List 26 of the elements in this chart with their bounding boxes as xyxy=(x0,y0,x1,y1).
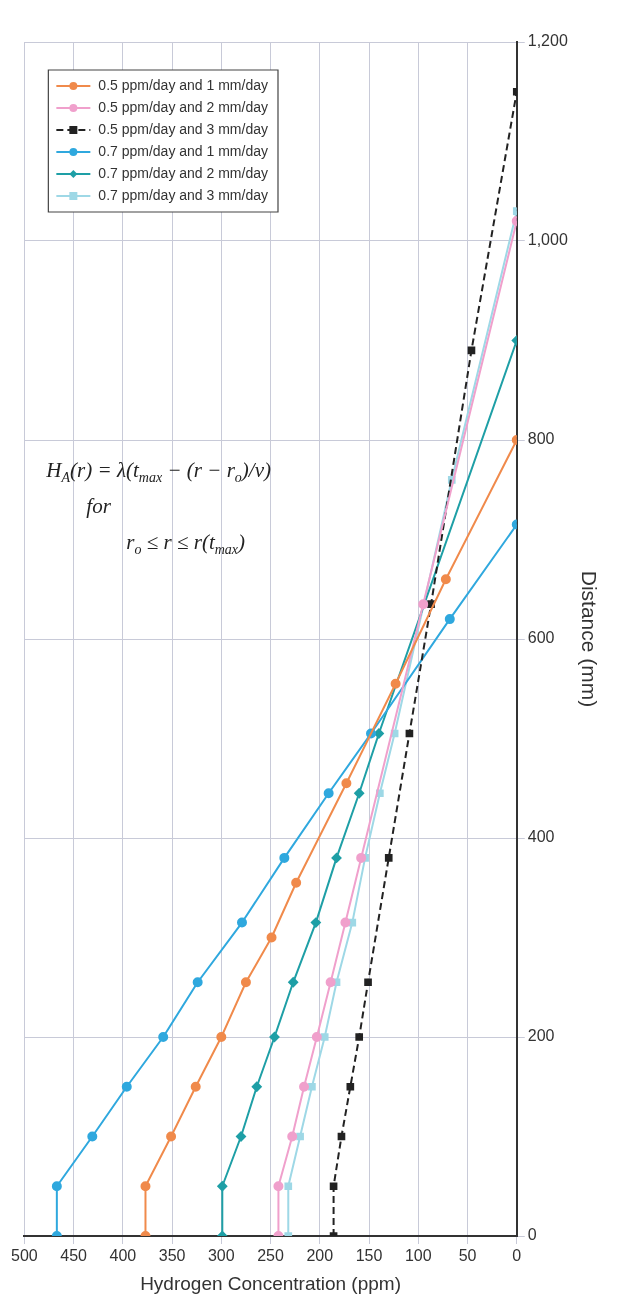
x-tick-label: 50 xyxy=(458,1247,477,1265)
x-tick-label: 450 xyxy=(60,1247,88,1265)
y-tick-label: 800 xyxy=(527,430,555,448)
legend-label: 0.7 ppm/day and 1 mm/day xyxy=(98,142,268,159)
legend-label: 0.5 ppm/day and 3 mm/day xyxy=(98,120,268,137)
legend-label: 0.5 ppm/day and 2 mm/day xyxy=(98,98,268,115)
x-tick-label: 0 xyxy=(512,1247,522,1265)
legend-label: 0.5 ppm/day and 1 mm/day xyxy=(98,76,268,93)
x-axis-title: Hydrogen Concentration (ppm) xyxy=(140,1272,401,1294)
y-tick-label: 600 xyxy=(527,629,555,647)
x-tick-label: 400 xyxy=(109,1247,137,1265)
x-tick-label: 350 xyxy=(158,1247,186,1265)
y-tick-label: 1,000 xyxy=(527,231,568,249)
y-tick-label: 0 xyxy=(527,1226,537,1244)
legend-label: 0.7 ppm/day and 3 mm/day xyxy=(98,186,268,203)
x-tick-label: 100 xyxy=(404,1247,432,1265)
x-tick-label: 500 xyxy=(11,1247,38,1265)
x-tick-label: 300 xyxy=(207,1247,235,1265)
y-tick-label: 200 xyxy=(527,1027,555,1045)
x-tick-label: 250 xyxy=(257,1247,284,1265)
y-tick-label: 1,200 xyxy=(527,32,568,50)
y-tick-label: 400 xyxy=(527,828,555,846)
legend-label: 0.7 ppm/day and 2 mm/day xyxy=(98,164,268,181)
x-tick-label: 150 xyxy=(355,1247,383,1265)
y-axis-title: Distance (mm) xyxy=(577,570,601,708)
x-tick-label: 200 xyxy=(306,1247,334,1265)
